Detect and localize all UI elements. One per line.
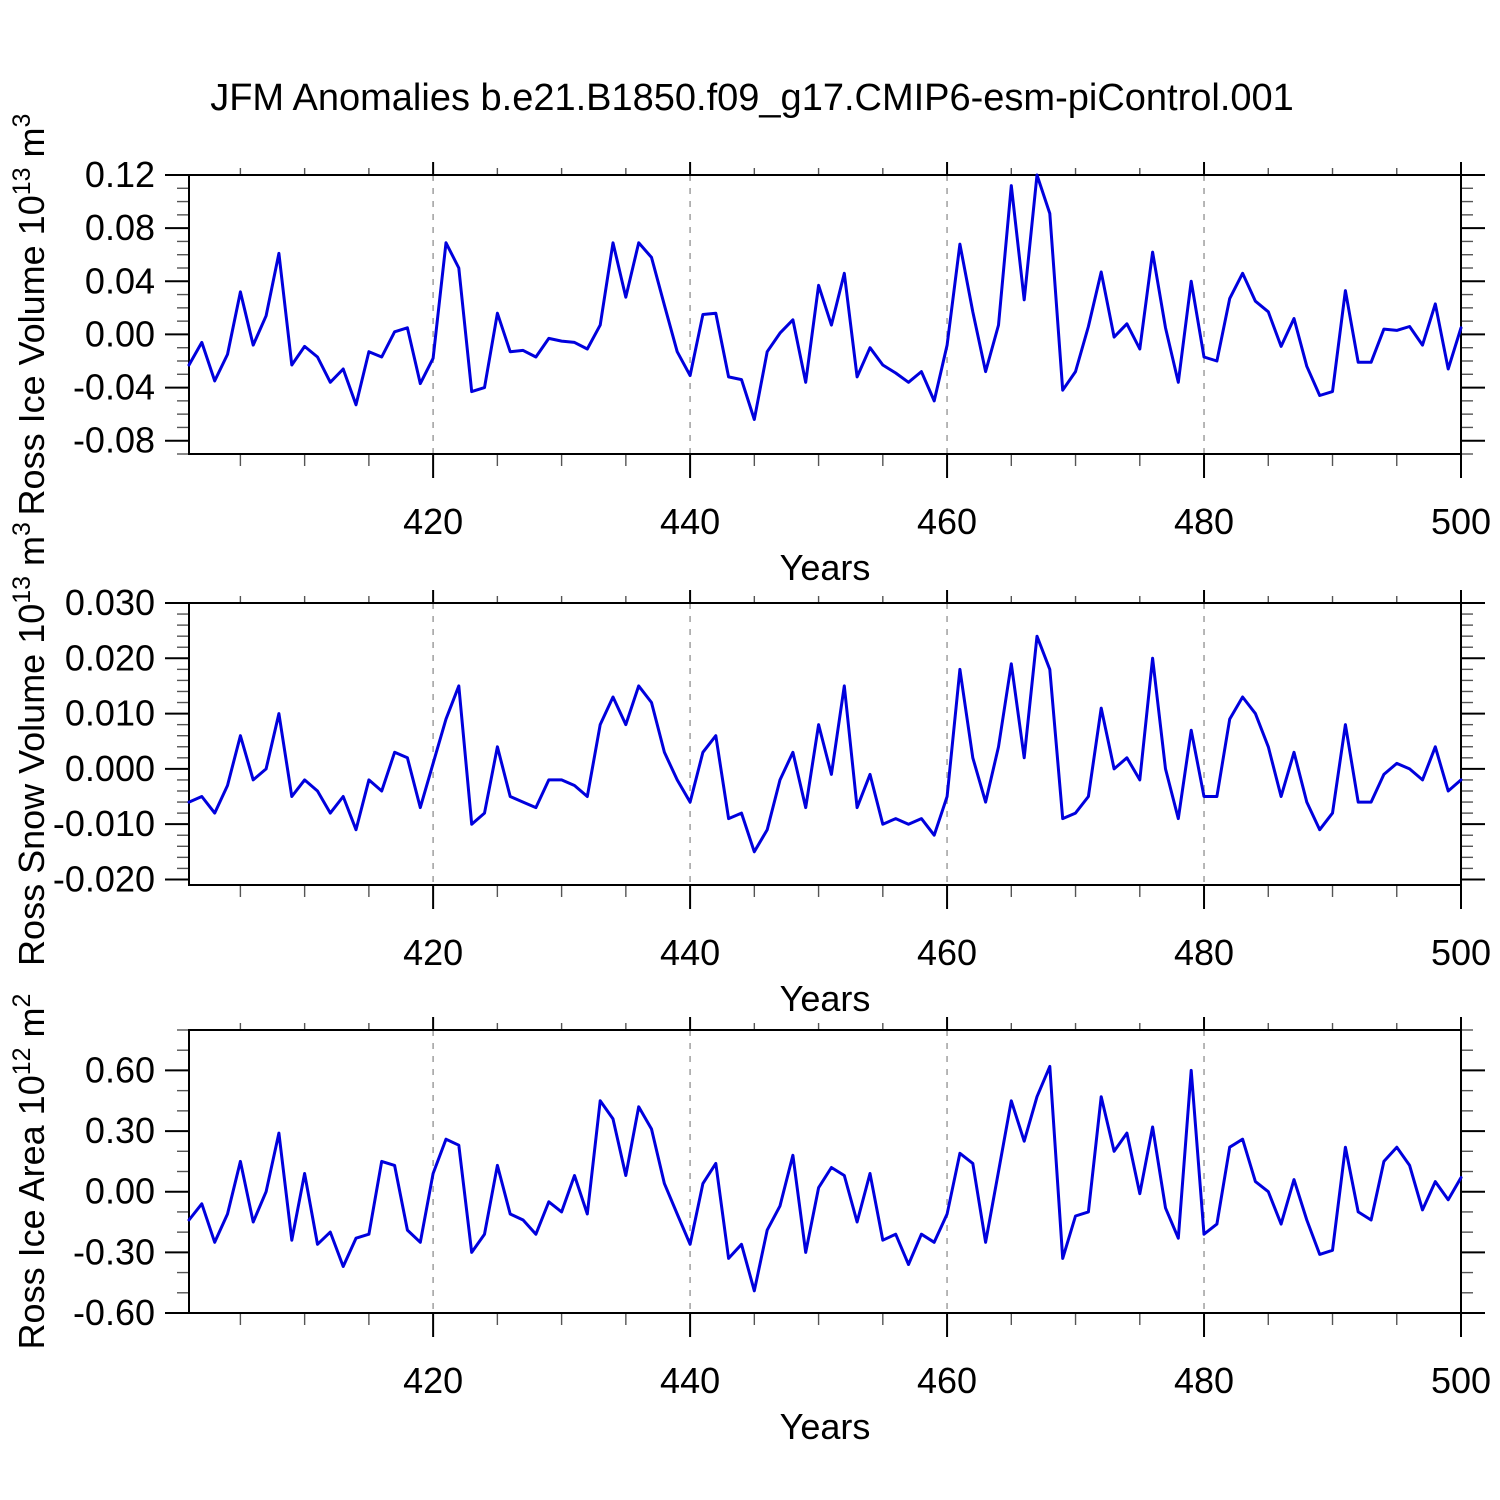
svg-text:460: 460 (917, 932, 977, 973)
svg-text:440: 440 (660, 501, 720, 542)
svg-text:0.60: 0.60 (85, 1049, 155, 1090)
panel-1-ticks (165, 162, 1485, 478)
panel-3-data-line (187, 1064, 1463, 1293)
panel-2: 0.030 0.020 0.010 0.000 -0.010 -0.020 420 440 46… (8, 522, 1491, 1019)
svg-text:0.04: 0.04 (85, 260, 155, 301)
svg-text:440: 440 (660, 932, 720, 973)
panel-2-ytick-labels: 0.030 0.020 0.010 0.000 -0.010 -0.020 (53, 582, 155, 899)
panel-3-y-axis-title: Ross Ice Area 1012 m2 (8, 994, 52, 1350)
panel-3-ytick-labels: 0.60 0.30 0.00 -0.30 -0.60 (73, 1049, 155, 1333)
svg-text:500: 500 (1431, 1360, 1491, 1401)
svg-text:480: 480 (1174, 501, 1234, 542)
svg-text:420: 420 (403, 932, 463, 973)
svg-text:0.00: 0.00 (85, 313, 155, 354)
panel-3-ticks (165, 1017, 1485, 1337)
svg-text:440: 440 (660, 1360, 720, 1401)
svg-text:-0.60: -0.60 (73, 1292, 155, 1333)
panel-2-data-line (187, 634, 1463, 854)
svg-text:420: 420 (403, 1360, 463, 1401)
panel-1-x-axis-title: Years (780, 547, 871, 588)
svg-text:480: 480 (1174, 932, 1234, 973)
svg-text:0.010: 0.010 (65, 693, 155, 734)
svg-text:0.08: 0.08 (85, 207, 155, 248)
svg-text:420: 420 (403, 501, 463, 542)
panel-2-gridlines (432, 603, 1205, 885)
panel-3-gridlines (432, 1030, 1205, 1313)
panel-2-xtick-labels: 420 440 460 480 500 (403, 932, 1491, 973)
svg-text:500: 500 (1431, 501, 1491, 542)
panel-1: 0.12 0.08 0.04 0.00 -0.04 -0.08 420 440 460 480 50… (8, 114, 1491, 588)
panel-3-border (188, 1029, 1462, 1314)
svg-text:500: 500 (1431, 932, 1491, 973)
panel-1-gridlines (432, 175, 1205, 454)
svg-text:480: 480 (1174, 1360, 1234, 1401)
panel-1-ytick-labels: 0.12 0.08 0.04 0.00 -0.04 -0.08 (73, 154, 155, 461)
svg-text:-0.30: -0.30 (73, 1231, 155, 1272)
svg-text:0.00: 0.00 (85, 1171, 155, 1212)
svg-text:-0.08: -0.08 (73, 420, 155, 461)
panel-2-ticks (165, 590, 1485, 909)
svg-text:-0.010: -0.010 (53, 803, 155, 844)
panel-2-y-axis-title: Ross Snow Volume 1013 m3 (8, 522, 52, 966)
panel-1-y-axis-title: Ross Ice Volume 1013 m3 (8, 114, 52, 516)
svg-text:-0.04: -0.04 (73, 367, 155, 408)
svg-text:0.000: 0.000 (65, 748, 155, 789)
svg-text:-0.020: -0.020 (53, 858, 155, 899)
panel-2-border (188, 602, 1462, 886)
svg-text:460: 460 (917, 1360, 977, 1401)
svg-text:0.030: 0.030 (65, 582, 155, 623)
panel-3: 0.60 0.30 0.00 -0.30 -0.60 420 440 460 480 500 Yea… (8, 994, 1491, 1447)
svg-text:460: 460 (917, 501, 977, 542)
panel-1-border (188, 174, 1462, 455)
panel-3-x-axis-title: Years (780, 1406, 871, 1447)
chart-title: JFM Anomalies b.e21.B1850.f09_g17.CMIP6-… (210, 77, 1294, 119)
panel-1-data-line (187, 173, 1463, 421)
panel-2-x-axis-title: Years (780, 978, 871, 1019)
panels: 0.12 0.08 0.04 0.00 -0.04 -0.08 420 440 460 480 50… (8, 114, 1491, 1447)
panel-3-xtick-labels: 420 440 460 480 500 (403, 1360, 1491, 1401)
svg-text:0.30: 0.30 (85, 1110, 155, 1151)
svg-text:0.020: 0.020 (65, 637, 155, 678)
svg-text:0.12: 0.12 (85, 154, 155, 195)
panel-1-xtick-labels: 420 440 460 480 500 (403, 501, 1491, 542)
